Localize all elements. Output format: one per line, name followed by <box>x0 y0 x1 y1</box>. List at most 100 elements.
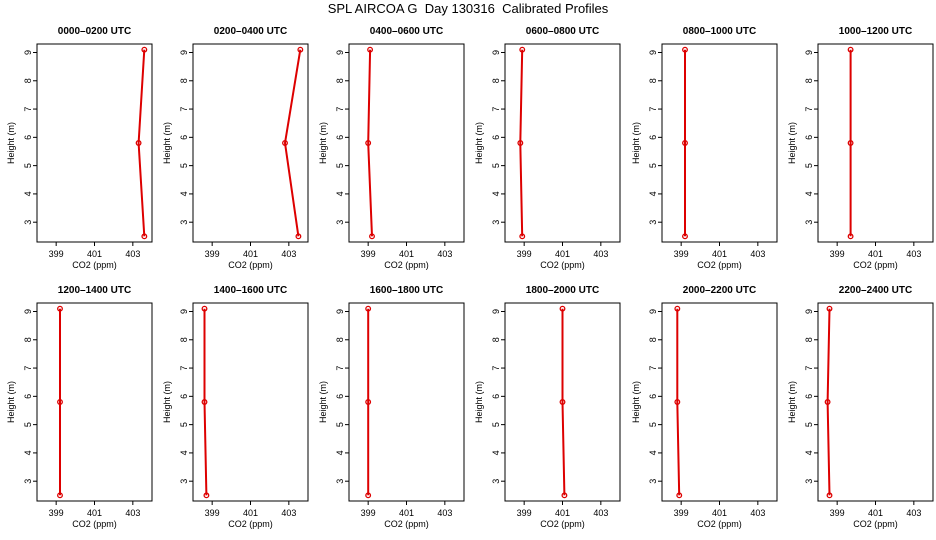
y-tick-label: 7 <box>804 107 814 112</box>
y-tick-label: 3 <box>648 479 658 484</box>
y-tick-label: 9 <box>179 50 189 55</box>
x-tick-label: 399 <box>49 249 64 259</box>
data-point <box>295 233 302 240</box>
x-tick-label: 399 <box>205 249 220 259</box>
x-tick-label: 401 <box>868 249 883 259</box>
data-point <box>282 140 288 146</box>
y-axis-label: Height (m) <box>6 122 16 164</box>
y-tick-label: 7 <box>491 366 501 371</box>
y-axis-label: Height (m) <box>6 381 16 423</box>
profile-panel-1: 0000–0200 UTC 399 401 403 CO2 (ppm) 3 4 5 6 7 8 9 He… <box>6 26 153 270</box>
y-tick-label: 7 <box>648 107 658 112</box>
data-point <box>682 46 688 53</box>
y-tick-label: 6 <box>491 394 501 399</box>
y-tick-label: 9 <box>179 309 189 314</box>
y-tick-label: 5 <box>648 422 658 427</box>
profile-panel-12: 2200–2400 UTC 399 401 403 CO2 (ppm) 3 4 5 6 7 8 9 He… <box>787 285 934 529</box>
x-tick-label: 401 <box>868 508 883 518</box>
y-tick-label: 4 <box>179 191 189 196</box>
y-tick-label: 7 <box>179 107 189 112</box>
x-tick-label: 403 <box>593 249 608 259</box>
data-point <box>826 305 833 312</box>
x-tick-label: 399 <box>361 249 376 259</box>
x-axis-label: CO2 (ppm) <box>384 260 429 270</box>
x-tick-label: 403 <box>906 249 921 259</box>
profile-line <box>203 308 208 496</box>
y-tick-label: 5 <box>335 422 345 427</box>
data-point <box>365 492 372 499</box>
y-tick-label: 5 <box>804 163 814 168</box>
y-tick-label: 8 <box>648 337 658 342</box>
data-point <box>57 305 63 312</box>
plot-frame <box>192 43 309 243</box>
profile-panel-8: 1400–1600 UTC 399 401 403 CO2 (ppm) 3 4 5 6 7 8 9 He… <box>162 285 309 529</box>
x-axis-label: CO2 (ppm) <box>540 260 585 270</box>
data-point <box>201 305 208 312</box>
y-tick-label: 9 <box>491 50 501 55</box>
y-tick-label: 6 <box>335 135 345 140</box>
y-tick-label: 4 <box>648 450 658 455</box>
y-tick-label: 3 <box>179 479 189 484</box>
panel-title: 0000–0200 UTC <box>58 26 131 37</box>
x-tick-label: 399 <box>361 508 376 518</box>
y-axis-label: Height (m) <box>162 381 172 423</box>
y-tick-label: 9 <box>491 309 501 314</box>
x-tick-label: 403 <box>437 249 452 259</box>
y-tick-label: 4 <box>335 191 345 196</box>
data-point <box>365 140 372 146</box>
data-point <box>517 140 524 146</box>
y-tick-label: 9 <box>804 309 814 314</box>
x-tick-label: 401 <box>555 508 570 518</box>
y-tick-label: 3 <box>648 220 658 225</box>
y-tick-label: 8 <box>23 337 33 342</box>
y-axis-label: Height (m) <box>787 122 797 164</box>
y-tick-label: 6 <box>23 135 33 140</box>
x-tick-label: 403 <box>906 508 921 518</box>
y-tick-label: 3 <box>23 479 33 484</box>
y-tick-label: 9 <box>335 50 345 55</box>
plot-frame <box>661 43 778 243</box>
y-tick-label: 8 <box>491 337 501 342</box>
data-point <box>57 399 63 405</box>
profile-line <box>283 49 302 237</box>
y-tick-label: 3 <box>804 220 814 225</box>
data-point <box>141 233 148 240</box>
data-point <box>135 140 142 146</box>
y-tick-label: 8 <box>179 78 189 83</box>
y-tick-label: 5 <box>23 422 33 427</box>
y-tick-label: 4 <box>491 191 501 196</box>
y-tick-label: 7 <box>335 107 345 112</box>
plot-frame <box>817 302 934 502</box>
y-axis-label: Height (m) <box>162 122 172 164</box>
data-point <box>365 399 372 405</box>
x-axis-label: CO2 (ppm) <box>228 260 273 270</box>
plot-frame <box>36 302 153 502</box>
y-tick-label: 9 <box>648 309 658 314</box>
plot-frame <box>817 43 934 243</box>
profile-line <box>676 308 681 496</box>
y-tick-label: 8 <box>804 78 814 83</box>
data-point <box>57 492 63 499</box>
y-tick-label: 6 <box>179 394 189 399</box>
panel-title: 2200–2400 UTC <box>839 285 912 296</box>
x-tick-label: 403 <box>593 508 608 518</box>
data-point <box>847 233 854 240</box>
x-tick-label: 403 <box>750 508 765 518</box>
y-tick-label: 7 <box>491 107 501 112</box>
profile-panel-10: 1800–2000 UTC 399 401 403 CO2 (ppm) 3 4 5 6 7 8 9 He… <box>474 285 621 529</box>
panel-title: 1000–1200 UTC <box>839 26 912 37</box>
y-tick-label: 6 <box>648 394 658 399</box>
data-point <box>847 46 854 53</box>
y-tick-label: 5 <box>335 163 345 168</box>
x-axis-label: CO2 (ppm) <box>853 519 898 529</box>
profile-panel-9: 1600–1800 UTC 399 401 403 CO2 (ppm) 3 4 5 6 7 8 9 He… <box>318 285 465 529</box>
y-tick-label: 9 <box>804 50 814 55</box>
y-tick-label: 8 <box>23 78 33 83</box>
y-tick-label: 3 <box>335 220 345 225</box>
data-point <box>365 305 372 312</box>
y-tick-label: 7 <box>23 107 33 112</box>
y-tick-label: 8 <box>335 337 345 342</box>
data-point <box>682 140 688 146</box>
x-tick-label: 401 <box>399 508 414 518</box>
